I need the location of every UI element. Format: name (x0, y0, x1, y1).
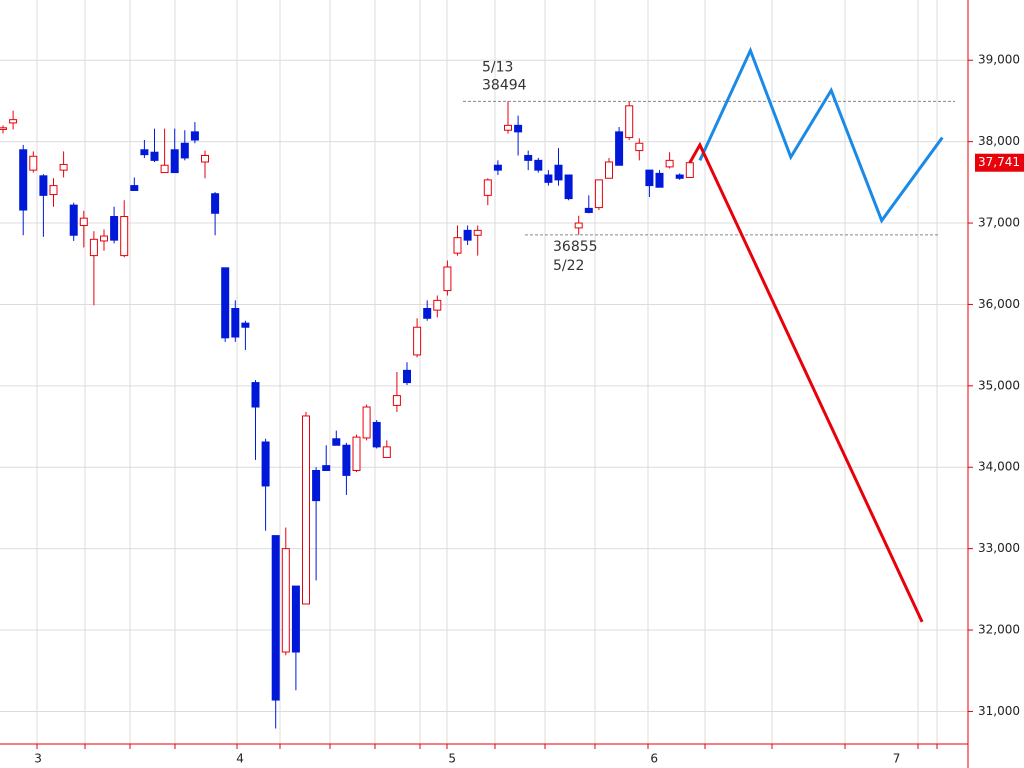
candle-body (453, 237, 462, 254)
projection-line (698, 46, 944, 224)
candle-body (19, 149, 28, 211)
candle-body (140, 149, 149, 156)
candle-body (352, 436, 361, 471)
x-tick-label: 6 (650, 752, 658, 766)
candle-body (100, 235, 108, 242)
candle-body (39, 175, 48, 196)
high-date: 5/13 (482, 59, 513, 75)
candle-body (655, 172, 664, 188)
candle-body (645, 169, 654, 187)
candle-body (160, 164, 169, 174)
candle-body (382, 446, 391, 458)
candle-body (291, 585, 300, 653)
projection-line (688, 141, 924, 623)
candle-body (625, 105, 634, 139)
candle-body (180, 142, 189, 159)
candle-body (89, 238, 98, 257)
candle-body (69, 204, 78, 236)
candle-body (261, 441, 270, 487)
candle-body (312, 469, 321, 502)
y-tick-label: 37,000 (978, 216, 1020, 230)
candle-body (211, 193, 220, 214)
candle-body (170, 149, 179, 174)
y-tick-label: 33,000 (978, 541, 1020, 555)
x-tick-label: 3 (34, 752, 42, 766)
candle-body (524, 154, 533, 161)
candle-body (342, 444, 351, 476)
candle-body (372, 421, 381, 448)
candle-body (221, 267, 230, 339)
candle-body (59, 163, 68, 171)
candle-body (594, 179, 603, 209)
candle-body (130, 185, 139, 191)
candle-body (564, 174, 573, 200)
candle-body (241, 322, 250, 328)
x-tick-label: 4 (236, 752, 244, 766)
last-price-box (975, 153, 1024, 172)
candle-body (685, 162, 694, 178)
candle-body (675, 174, 684, 179)
candle-body (392, 395, 401, 406)
y-tick-label: 36,000 (978, 297, 1020, 311)
candle-body (281, 548, 290, 653)
candle-body (120, 216, 129, 257)
candle-body (271, 535, 280, 701)
candle-body (463, 229, 472, 241)
candle-body (79, 217, 88, 226)
candle-body (190, 131, 199, 141)
y-tick-label: 31,000 (978, 704, 1020, 718)
x-tick-label: 5 (448, 752, 456, 766)
candle-body (605, 161, 613, 179)
candle-body (403, 369, 411, 384)
last-price-label: 37,741 (978, 155, 1020, 169)
candle-body (483, 179, 492, 196)
candle-body (635, 142, 644, 152)
candle-body (504, 124, 512, 131)
candle-body (0, 127, 7, 130)
candle-body (574, 222, 583, 229)
x-tick-label: 7 (893, 752, 901, 766)
low-date: 5/22 (553, 258, 584, 274)
candle-body (554, 164, 563, 181)
y-tick-label: 38,000 (978, 134, 1020, 148)
y-tick-label: 35,000 (978, 378, 1020, 392)
candle-body (493, 164, 502, 171)
candle-body (49, 185, 58, 196)
candle-body (514, 124, 523, 133)
candle-body (231, 308, 240, 338)
candle-body (332, 438, 341, 446)
candle-body (473, 229, 482, 236)
y-tick-label: 34,000 (978, 460, 1020, 474)
candle-body (302, 415, 310, 605)
y-tick-label: 39,000 (978, 53, 1020, 67)
candle-body (110, 216, 119, 241)
candle-body (584, 207, 593, 213)
candle-body (201, 154, 209, 163)
candle-body (322, 465, 331, 471)
candle-body (29, 155, 38, 171)
candle-body (9, 119, 18, 124)
low-value: 36855 (553, 239, 598, 255)
candle-body (665, 159, 674, 168)
candle-body (615, 131, 624, 166)
candle-body (413, 326, 422, 356)
candle-body (544, 174, 553, 183)
candle-body (150, 151, 159, 161)
candle-body (534, 159, 543, 171)
candle-body (362, 406, 371, 439)
candle-body (423, 308, 432, 319)
candle-body (433, 299, 442, 311)
candle-body (443, 266, 452, 292)
candle-body (251, 382, 260, 408)
y-tick-label: 32,000 (978, 623, 1020, 637)
high-value: 38494 (482, 77, 527, 93)
